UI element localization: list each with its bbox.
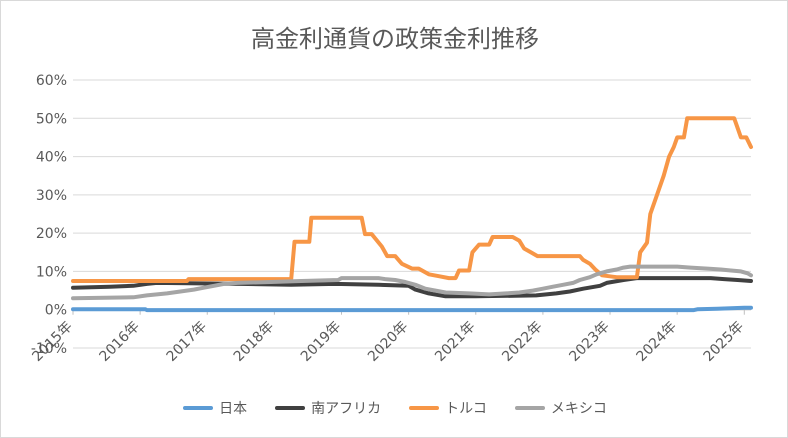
series-line	[71, 116, 753, 283]
legend-item: メキシコ	[514, 398, 607, 418]
series-lines	[71, 116, 753, 313]
series-line	[71, 264, 753, 301]
legend-label: 南アフリカ	[311, 401, 382, 417]
y-tick-label: 60%	[36, 73, 67, 89]
x-axis: 2015年 2016年 2017年 2018年 2019年 2020年 2021年 2022年…	[29, 309, 751, 365]
x-tick-label: 2017年	[164, 319, 210, 365]
series-line	[71, 305, 753, 313]
legend-label: 日本	[219, 401, 248, 417]
x-tick-label: 2022年	[499, 319, 545, 365]
legend-swatch	[275, 406, 306, 410]
x-tick-label: 2021年	[432, 319, 478, 365]
legend-label: トルコ	[445, 401, 487, 417]
y-axis: -10% 0% 10% 20% 30% 40% 50% 60%	[31, 73, 67, 357]
y-tick-label: 0%	[45, 303, 67, 319]
x-tick-label: 2016年	[97, 319, 143, 365]
legend-item: トルコ	[409, 398, 487, 418]
legend: 日本 南アフリカ トルコ メキシコ	[1, 398, 788, 418]
legend-item: 南アフリカ	[275, 398, 381, 418]
legend-item: 日本	[183, 398, 247, 418]
legend-swatch	[183, 406, 214, 410]
series-line	[71, 276, 753, 299]
legend-swatch	[409, 406, 440, 410]
legend-label: メキシコ	[550, 401, 607, 417]
chart-title: 高金利通貨の政策金利推移	[251, 25, 539, 53]
x-tick-label: 2018年	[231, 319, 277, 365]
x-tick-label: 2019年	[298, 319, 344, 365]
legend-swatch	[514, 406, 545, 410]
x-tick-label: 2024年	[634, 319, 680, 365]
y-tick-label: 50%	[36, 111, 67, 127]
y-tick-label: 20%	[36, 226, 67, 242]
x-tick-label: 2025年	[701, 319, 747, 365]
y-tick-label: 30%	[36, 188, 67, 204]
y-tick-label: 40%	[36, 150, 67, 166]
x-tick-label: 2020年	[365, 319, 411, 365]
y-tick-label: -10%	[31, 341, 67, 357]
y-tick-label: 10%	[36, 264, 67, 280]
x-tick-label: 2023年	[566, 319, 612, 365]
